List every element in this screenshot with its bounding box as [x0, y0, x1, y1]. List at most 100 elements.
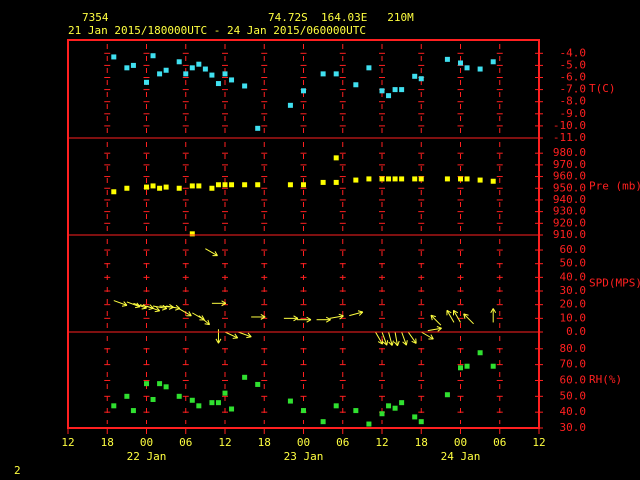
arrow-head [436, 326, 442, 329]
y-tick-label: 60.0 [560, 243, 587, 256]
wind-arrow [205, 248, 218, 257]
arrow-head [149, 304, 154, 309]
axis-label: T(C) [589, 82, 616, 95]
x-tick-label: 00 [297, 436, 310, 449]
arrow-head [325, 319, 331, 323]
y-tick-label: 60.0 [560, 373, 587, 386]
arrow-head [215, 338, 219, 344]
y-tick-label: 10.0 [560, 311, 587, 324]
data-point [111, 189, 117, 195]
data-point [150, 53, 156, 59]
arrow-head [463, 313, 469, 316]
data-point [399, 176, 405, 182]
arrow-head [207, 319, 211, 325]
wind-arrow [146, 305, 161, 313]
arrow-head [188, 311, 192, 317]
data-point [464, 65, 470, 71]
date-label: 24 Jan [441, 450, 481, 463]
data-point [215, 81, 221, 87]
arrow-head [437, 327, 442, 332]
arrow-head [430, 315, 433, 321]
arrow-shaft [113, 300, 128, 306]
data-point [392, 405, 398, 411]
y-tick-label: 70.0 [560, 358, 587, 371]
data-point [379, 176, 385, 182]
data-point [366, 176, 372, 182]
wind-arrow [113, 300, 128, 307]
data-point [301, 408, 306, 414]
y-tick-label: 930.0 [553, 205, 586, 218]
arrow-head [135, 306, 141, 309]
data-point [124, 185, 130, 191]
arrow-head [453, 309, 459, 314]
data-point [222, 390, 228, 396]
arrow-head [247, 332, 252, 338]
arrow-head [382, 341, 388, 346]
arrow-shaft [349, 311, 363, 317]
data-point [202, 66, 208, 72]
wind-arrow [421, 331, 434, 340]
wind-arrow [427, 326, 442, 332]
arrow-head [393, 341, 398, 347]
data-point [255, 125, 261, 131]
arrow-head [430, 314, 436, 318]
axis-label: SPD(MPS) [589, 277, 640, 290]
data-point [196, 61, 202, 67]
data-point [444, 56, 450, 62]
y-tick-label: -9.0 [560, 107, 587, 120]
arrow-shaft [427, 327, 442, 332]
arrow-shaft [133, 302, 147, 309]
wind-arrow [251, 314, 266, 320]
axis-label: RH(%) [589, 373, 622, 386]
data-point [124, 393, 130, 399]
x-tick-label: 06 [493, 436, 506, 449]
arrow-shaft [401, 331, 407, 346]
data-point [111, 403, 117, 409]
data-point [163, 67, 169, 73]
arrow-head [123, 301, 128, 306]
data-point [215, 400, 221, 406]
data-point [458, 365, 463, 371]
arrow-head [391, 340, 394, 346]
data-point [464, 363, 470, 369]
wind-arrow [388, 331, 394, 346]
data-point [392, 87, 398, 93]
data-point [379, 88, 385, 94]
data-point [490, 363, 496, 369]
data-point [464, 176, 470, 182]
data-point [222, 71, 228, 77]
y-tick-label: -6.0 [560, 71, 587, 84]
wind-arrow [453, 309, 461, 323]
y-tick-label: -10.0 [553, 119, 586, 132]
arrow-head [141, 307, 147, 310]
data-point [301, 88, 306, 94]
wind-arrow [215, 329, 222, 344]
data-point [229, 77, 235, 83]
x-tick-label: 00 [454, 436, 467, 449]
time-period: 21 Jan 2015/180000UTC - 24 Jan 2015/0600… [68, 24, 366, 37]
data-point [157, 71, 163, 77]
arrow-head [221, 300, 227, 304]
station-id: 7354 [82, 11, 109, 24]
arrow-head [234, 333, 239, 339]
data-point [477, 177, 483, 183]
data-point [144, 79, 149, 85]
arrow-head [221, 302, 227, 307]
arrow-shaft [453, 310, 461, 323]
x-tick-label: 12 [532, 436, 545, 449]
y-tick-label: 960.0 [553, 170, 586, 183]
page-number: 2 [14, 464, 21, 477]
y-tick-label: 940.0 [553, 193, 586, 206]
data-point [320, 71, 326, 77]
arrow-head [339, 315, 344, 320]
x-tick-label: 18 [258, 436, 271, 449]
arrow-head [306, 319, 312, 323]
arrow-shaft [237, 331, 252, 338]
y-tick-label: -5.0 [560, 58, 587, 71]
y-tick-label: 20.0 [560, 298, 587, 311]
y-tick-label: -11.0 [553, 131, 586, 144]
wind-arrow [401, 331, 408, 346]
data-point [386, 176, 392, 182]
arrow-shaft [152, 305, 167, 309]
data-point [412, 414, 418, 420]
